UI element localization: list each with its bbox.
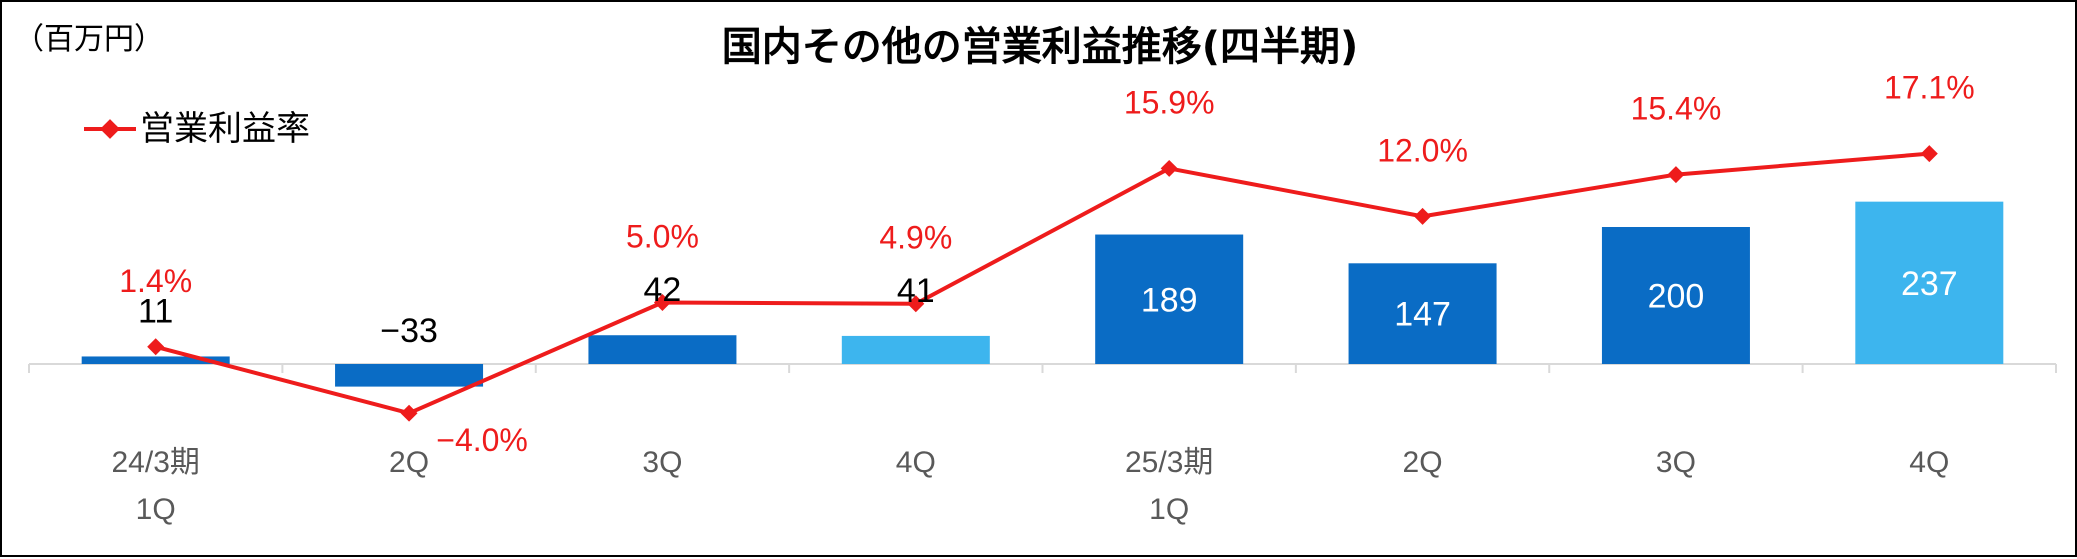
bar-value-label: 11 [138,292,173,330]
category-tick-label: 4Q [896,446,936,479]
category-tick-label: 2Q [389,446,429,479]
rate-line [155,151,1930,416]
rate-value-label: 5.0% [626,219,699,255]
category-tick-label: 1Q [136,493,176,526]
bar [1601,227,1750,364]
rate-value-label: 15.4% [1631,91,1722,127]
bar [841,335,990,364]
chart-title: 国内その他の営業利益推移(四半期) [722,24,1359,70]
category-tick-label: 24/3期 [111,446,199,479]
category-tick-label: 1Q [1149,493,1189,526]
bar [588,335,737,364]
rate-value-label: 4.9% [879,220,952,256]
bar-value-label: 41 [897,272,935,310]
rate-value-label: 1.4% [119,263,192,299]
bar [1348,263,1497,364]
rate-marker [1160,159,1178,177]
rate-marker [907,295,925,313]
rate-value-label: 15.9% [1124,84,1215,120]
data-labels: 11 −33 42 41 189 147 200 237 1.4% −4.0% 5.0% 4.9% 15… [119,70,1974,459]
bar [1855,201,2004,364]
legend: 営業利益率 [84,109,310,149]
category-tick-label: 3Q [1656,446,1696,479]
rate-marker [1414,207,1432,225]
bar [335,364,484,387]
category-ticks: 24/3期 1Q 2Q 3Q 4Q 25/3期 1Q 2Q 3Q 4Q [28,364,2057,526]
rate-marker [1667,166,1685,184]
rate-marker [653,294,671,311]
bar-value-label: 200 [1648,278,1705,316]
bar-series [81,201,2004,387]
rate-marker [400,404,418,422]
bar-value-label: −33 [380,312,438,350]
category-tick-label: 3Q [642,446,682,479]
legend-label: 営業利益率 [140,109,310,149]
rate-value-label: 12.0% [1377,132,1468,168]
bar-value-label: 189 [1141,281,1198,319]
bar [1095,234,1244,364]
bar-value-label: 42 [644,271,682,309]
category-tick-label: 25/3期 [1125,446,1213,479]
category-tick-label: 4Q [1909,446,1949,479]
rate-marker [1920,145,1938,163]
category-tick-label: 2Q [1403,446,1443,479]
rate-marker [147,338,165,356]
bar-value-label: 147 [1394,296,1451,334]
rate-value-label: 17.1% [1884,70,1975,106]
bar [81,356,230,364]
unit-label: （百万円） [14,22,164,57]
legend-marker-swatch [100,119,120,139]
bar-value-label: 237 [1901,265,1958,303]
rate-value-label: −4.0% [436,422,528,458]
